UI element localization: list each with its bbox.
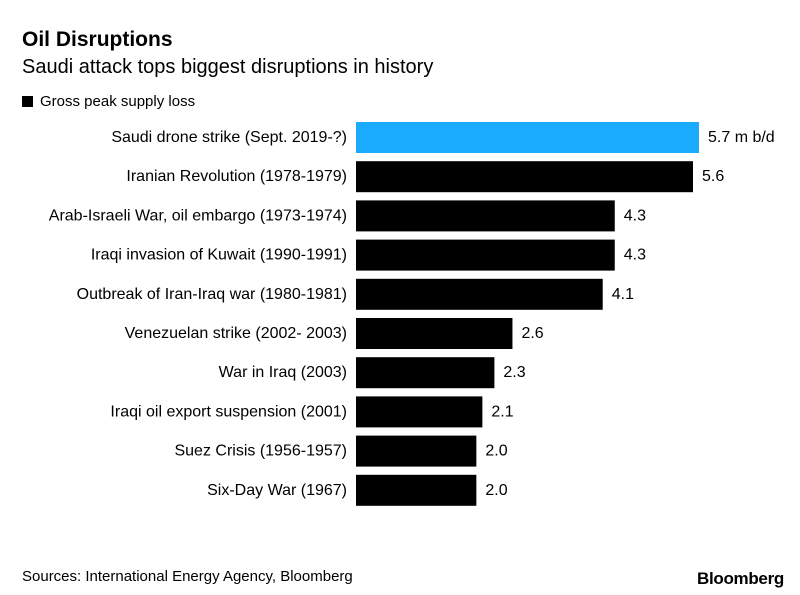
bar xyxy=(356,122,699,153)
bar xyxy=(356,278,603,310)
value-label: 5.7 m b/d xyxy=(708,129,775,146)
category-label: Iraqi invasion of Kuwait (1990-1991) xyxy=(91,247,347,264)
category-label: Iraqi oil export suspension (2001) xyxy=(110,403,347,420)
legend: Gross peak supply loss xyxy=(22,93,195,110)
chart-subtitle: Saudi attack tops biggest disruptions in… xyxy=(22,56,434,78)
bar xyxy=(356,435,477,467)
bar xyxy=(356,161,693,193)
category-label: Six-Day War (1967) xyxy=(207,482,347,499)
category-label: Arab-Israeli War, oil embargo (1973-1974… xyxy=(49,207,347,224)
value-label: 2.0 xyxy=(485,482,507,499)
bar xyxy=(356,474,477,506)
value-label: 2.1 xyxy=(491,403,513,420)
value-label: 4.3 xyxy=(624,207,646,224)
value-label: 2.3 xyxy=(503,364,525,381)
bar xyxy=(356,357,495,389)
category-label: Suez Crisis (1956-1957) xyxy=(174,443,347,460)
bar xyxy=(356,239,615,271)
value-label: 4.1 xyxy=(612,286,634,303)
category-label: Iranian Revolution (1978-1979) xyxy=(126,168,347,185)
category-label: War in Iraq (2003) xyxy=(219,364,347,381)
value-label: 2.6 xyxy=(521,325,543,342)
bar xyxy=(356,200,615,232)
legend-swatch xyxy=(22,96,33,107)
chart-title: Oil Disruptions xyxy=(22,28,173,51)
category-label: Saudi drone strike (Sept. 2019-?) xyxy=(111,129,347,146)
category-label: Venezuelan strike (2002- 2003) xyxy=(125,325,347,342)
bloomberg-logo: Bloomberg xyxy=(696,569,784,588)
bar xyxy=(356,318,513,349)
value-label: 2.0 xyxy=(485,443,507,460)
source-note: Sources: International Energy Agency, Bl… xyxy=(22,568,353,585)
value-label: 4.3 xyxy=(624,247,646,264)
value-label: 5.6 xyxy=(702,168,724,185)
legend-label: Gross peak supply loss xyxy=(40,93,196,110)
bar xyxy=(356,396,483,428)
category-label: Outbreak of Iran-Iraq war (1980-1981) xyxy=(77,286,347,303)
